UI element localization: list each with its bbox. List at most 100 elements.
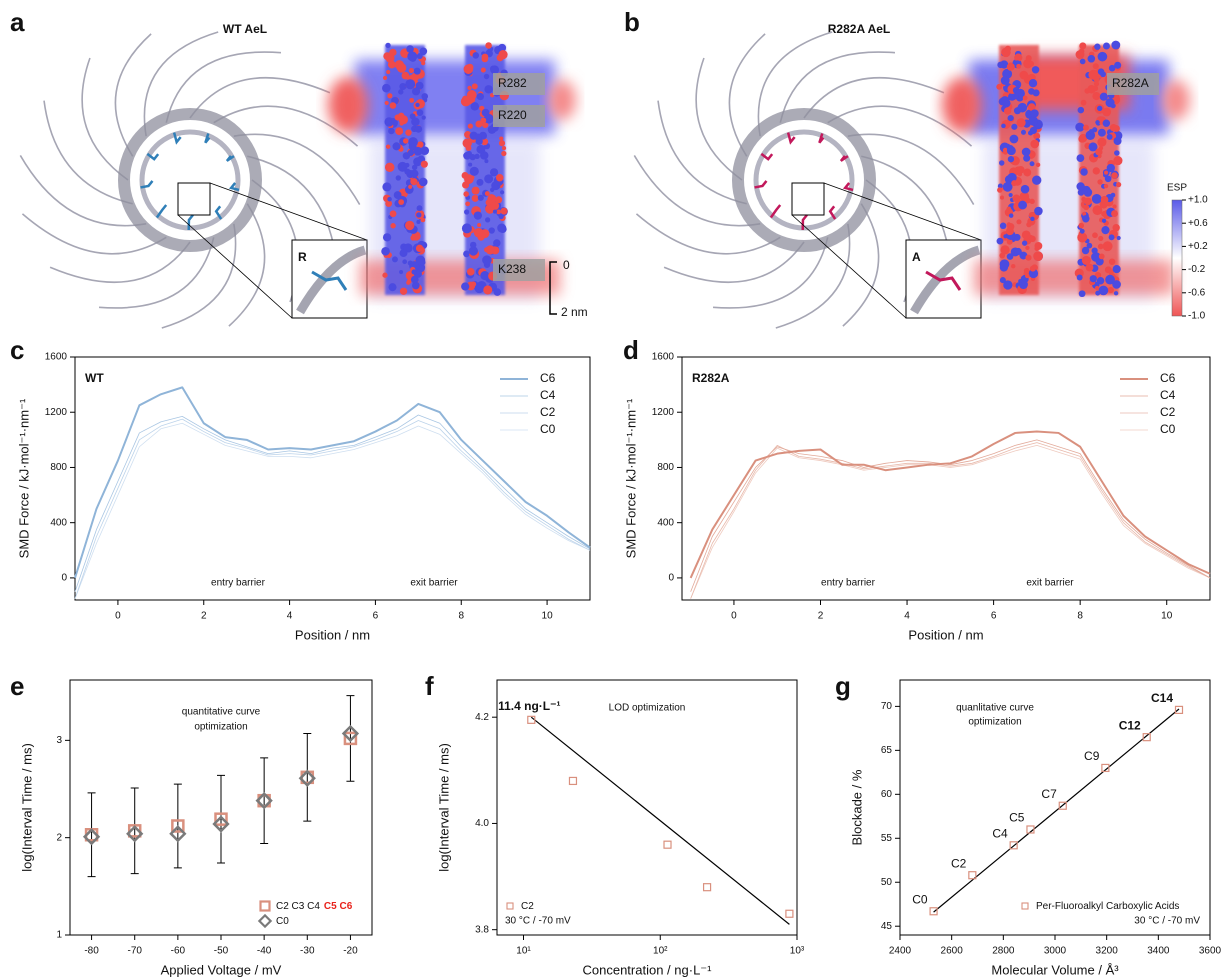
x-tick-label: -50 [214,946,229,957]
esp-patch [483,285,493,295]
esp-patch [409,97,415,103]
y-tick-label: 800 [50,462,67,473]
esp-patch [1076,182,1085,191]
esp-patch [1032,89,1040,97]
esp-patch [493,239,501,247]
esp-patch [1025,273,1030,279]
esp-patch [421,61,426,66]
y-tick-label: 55 [881,833,893,844]
chart-panel: f 10¹ 10² 10³ 3.8 4.0 4.2 Concentration / ng·L⁻… [425,671,805,977]
esp-patch [1025,197,1031,204]
esp-patch [419,259,426,266]
colorbar [1171,199,1183,317]
esp-patch [1032,175,1042,185]
protein-ribbon [657,100,747,205]
panel-letter: a [10,7,25,37]
annotation: exit barrier [1026,578,1074,589]
protein-ribbon [43,100,133,205]
series-line [690,439,1211,592]
esp-patch [1035,162,1041,168]
esp-patch [1007,114,1014,122]
x-tick-label: 10³ [790,946,805,957]
esp-patch [1113,156,1123,166]
esp-patch [388,127,395,135]
esp-patch [382,83,391,93]
point-label: 11.4 ng·L⁻¹ [498,699,560,713]
esp-patch [1093,81,1100,87]
esp-patch [462,138,472,148]
x-tick-label: 3600 [1199,946,1221,957]
esp-patch [1025,254,1032,261]
esp-patch [1114,61,1122,69]
esp-patch [1034,246,1040,252]
esp-patch [1092,205,1103,216]
esp-patch [468,162,473,167]
esp-patch [477,223,482,228]
esp-patch [1097,243,1104,250]
x-tick-label: 3400 [1147,946,1170,957]
esp-patch [996,83,1003,90]
esp-patch [1004,107,1012,115]
esp-patch [999,263,1009,272]
esp-patch [1010,263,1016,269]
esp-patch [1094,43,1101,50]
esp-patch [416,219,421,224]
legend-label: C0 [1160,422,1176,436]
y-axis-label: log(Interval Time / ms) [436,743,451,872]
esp-patch [1113,291,1119,296]
esp-patch [1097,128,1106,137]
esp-patch [413,67,421,75]
x-tick-label: 10 [542,611,554,622]
esp-patch [1092,92,1101,101]
esp-patch [387,196,392,202]
esp-patch [1097,51,1108,62]
y-tick-label: 65 [881,745,893,756]
esp-patch [1028,268,1039,279]
esp-patch [485,199,493,206]
colorbar-tick-label: +1.0 [1188,195,1208,206]
marker [1101,763,1110,773]
protein-ribbon [663,241,805,284]
protein-ribbon [233,133,361,205]
esp-patch [399,287,408,295]
legend-label: C2 C3 C4 C5 C6 [276,901,353,912]
esp-patch [389,210,397,218]
esp-patch [997,61,1004,69]
esp-patch [485,217,491,223]
x-tick-label: 3000 [1044,946,1067,957]
esp-patch [1007,172,1017,183]
x-tick-label: -30 [300,946,315,957]
legend-marker [257,913,273,929]
esp-patch [411,269,417,275]
panel-title: R282A AeL [828,22,890,36]
esp-patch [1116,235,1121,241]
zoom-box [177,182,211,216]
point-label: C4 [992,826,1008,840]
esp-patch [1084,197,1092,206]
esp-patch [997,187,1003,193]
esp-patch [469,153,476,161]
esp-patch [1095,148,1103,156]
esp-patch [392,142,401,151]
esp-patch [1029,161,1035,167]
esp-patch [1030,139,1040,149]
plot-frame [496,679,798,936]
protein-ribbon [842,203,880,327]
series-line [690,442,1211,599]
residue-stick [214,205,223,220]
esp-patch [481,55,489,63]
esp-patch [387,60,396,69]
series-line [74,386,591,579]
plot-frame [74,356,591,601]
esp-patch [384,100,389,106]
chart-title: WT [85,371,104,385]
esp-patch [415,244,424,253]
residue-stick [839,155,849,162]
annotation: quanlitative curve [956,703,1034,714]
esp-patch [499,136,504,141]
legend-label: C0 [540,422,556,436]
esp-patch [399,270,404,275]
esp-patch [497,223,507,233]
annotation: optimization [968,717,1021,728]
x-tick-label: 6 [991,611,997,622]
